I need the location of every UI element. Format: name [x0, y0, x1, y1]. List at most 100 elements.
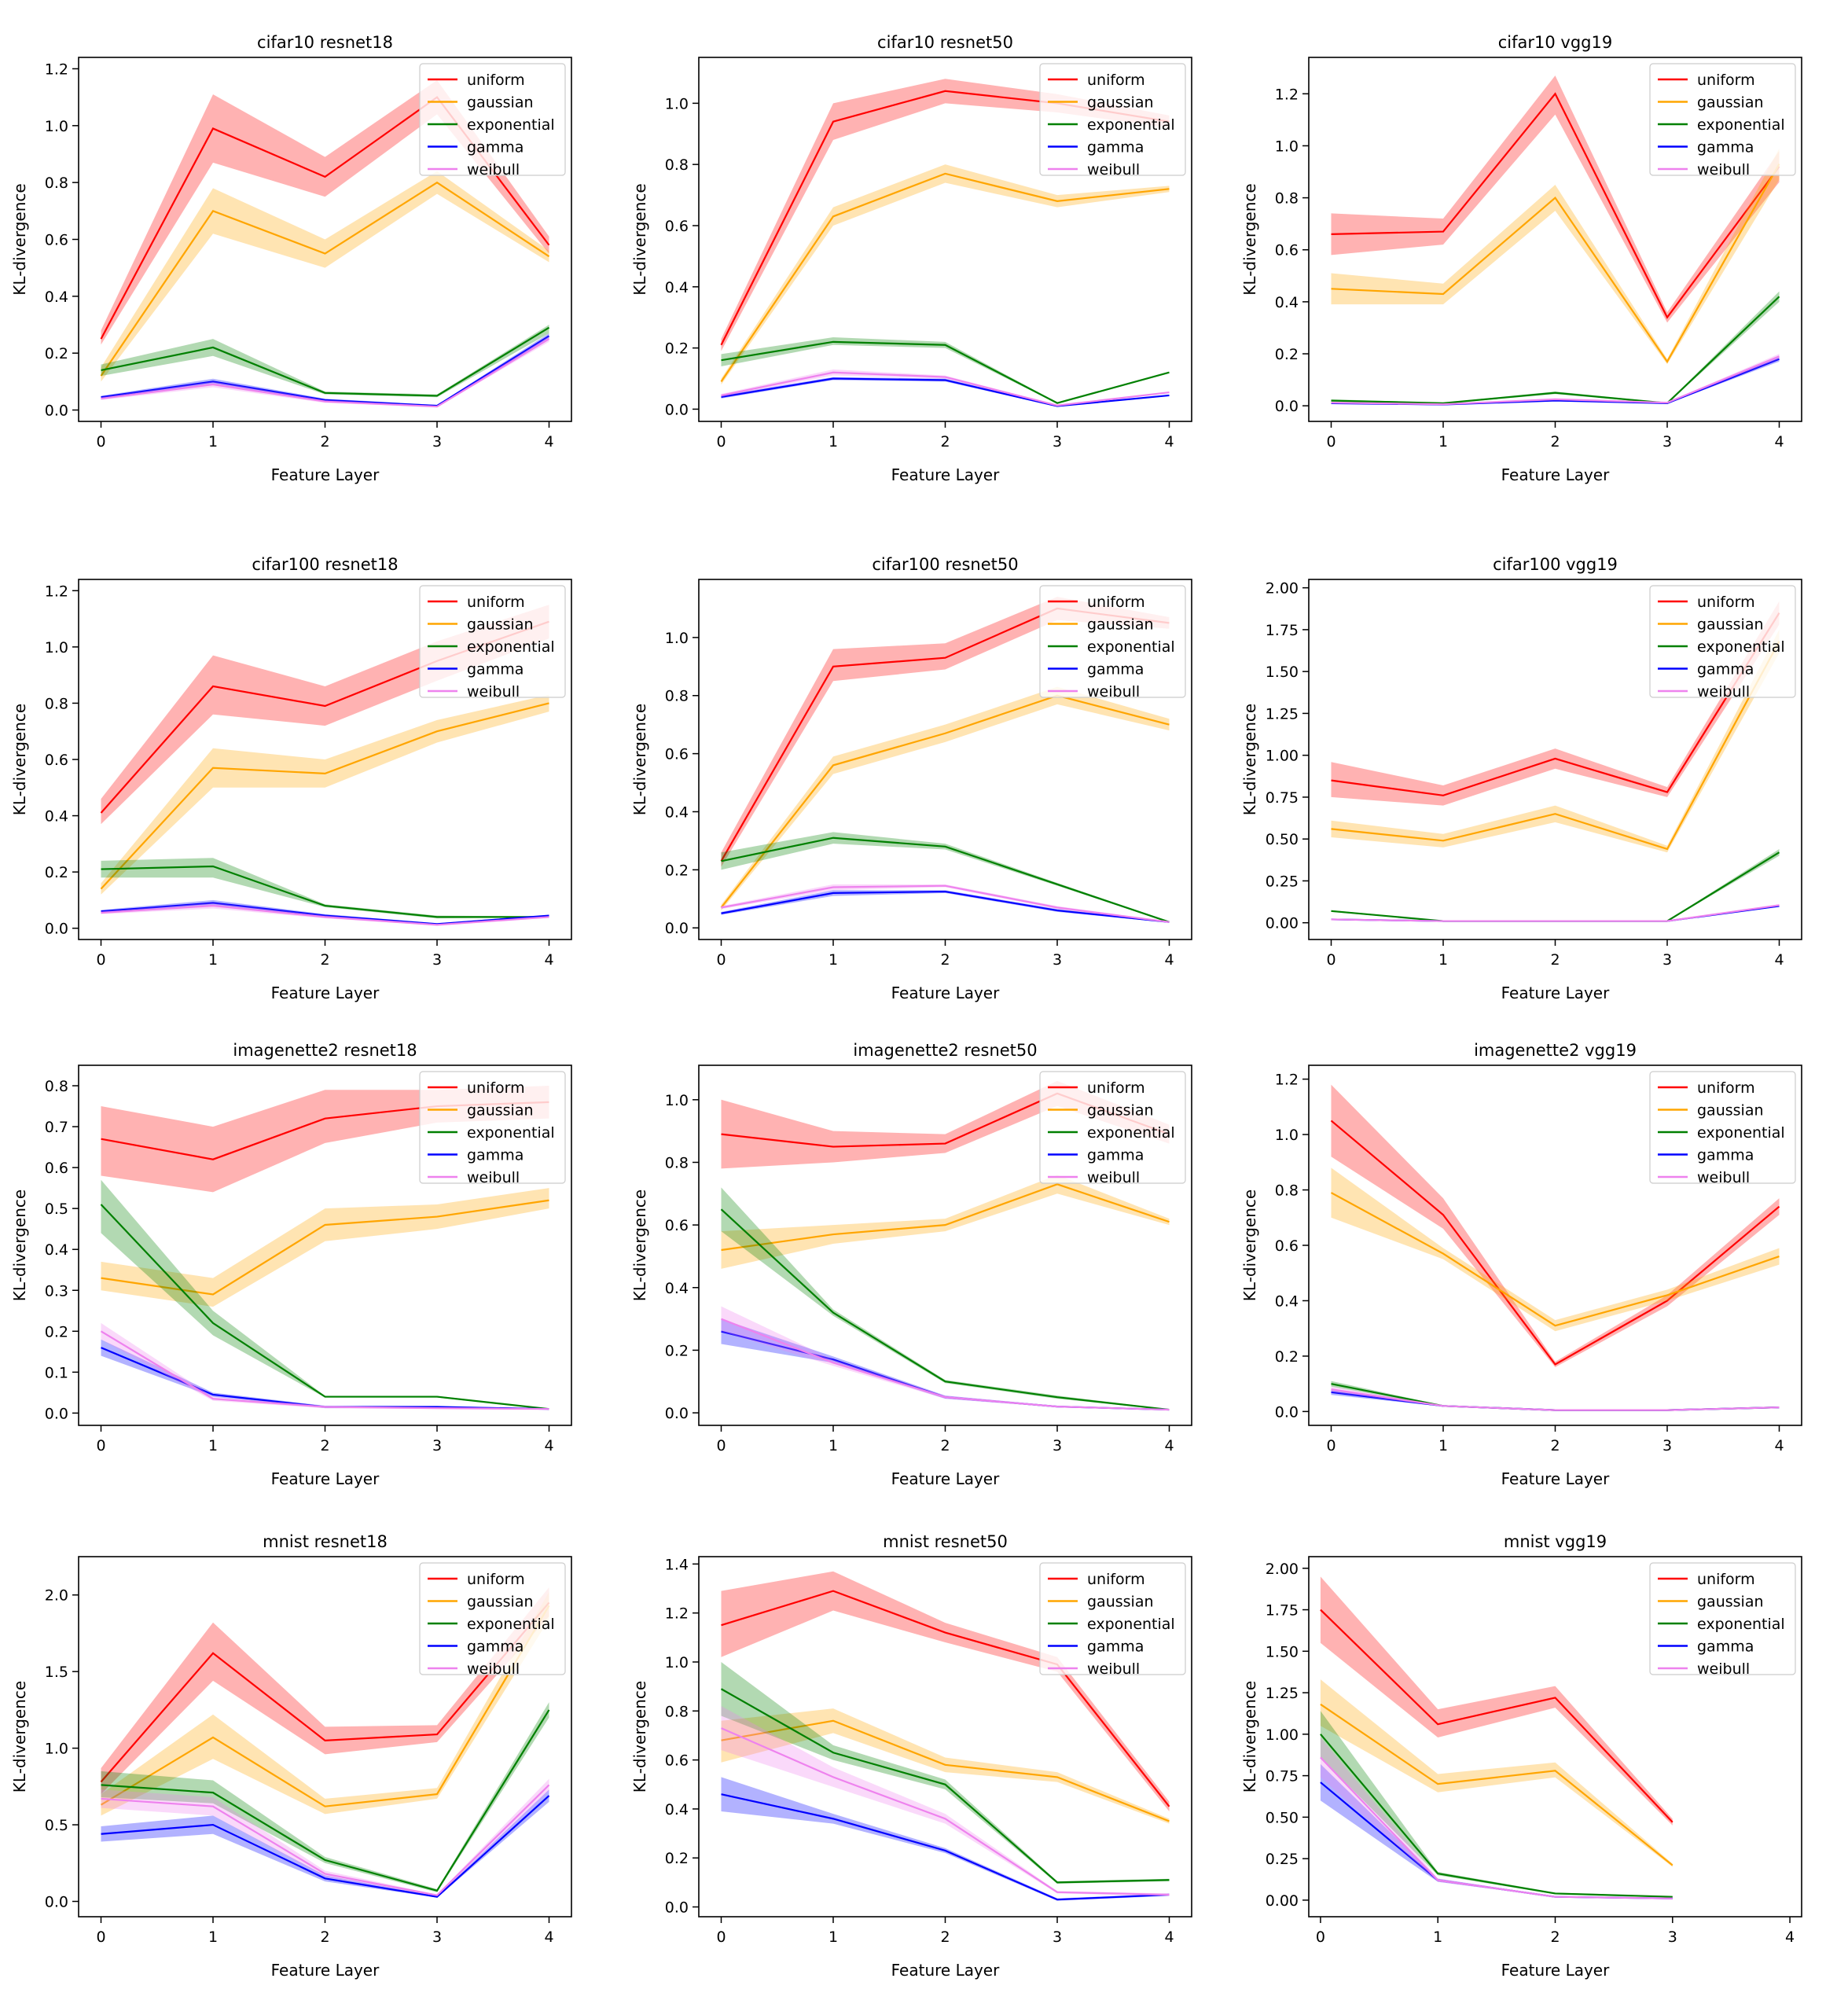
y-tick-label: 1.0	[1275, 138, 1299, 155]
legend: uniform gaussian exponential gamma weibull	[1039, 1562, 1186, 1678]
series-line-weibull	[1331, 355, 1780, 406]
y-tick-label: 1.2	[45, 61, 68, 78]
chart-svg: 0.0 0.1 0.2 0.3 0.4 0.5 0.6 0.7 0.8 0 1 2 3 4 imagenet…	[10, 1041, 572, 1488]
series-band-gaussian	[1331, 629, 1780, 853]
y-tick-label: 0.2	[665, 862, 689, 879]
x-tick-label: 3	[1053, 433, 1062, 450]
legend-label-weibull: weibull	[1087, 161, 1140, 178]
series-band-weibull	[721, 1306, 1170, 1410]
y-tick-label: 1.25	[1266, 705, 1299, 723]
series-band-gamma	[1331, 905, 1780, 921]
chart-svg: 0.0 0.2 0.4 0.6 0.8 1.0 0 1 2 3 4 cifar10 resnet50 F…	[630, 33, 1192, 484]
x-axis-label: Feature Layer	[891, 984, 1000, 1002]
x-tick-label: 3	[432, 1437, 442, 1454]
legend-label-weibull: weibull	[467, 161, 520, 178]
legend-label-gaussian: gaussian	[467, 1594, 534, 1611]
legend-label-uniform: uniform	[467, 594, 525, 611]
x-tick-label: 0	[96, 1437, 105, 1454]
series-band-uniform	[101, 1587, 549, 1795]
x-tick-label: 3	[1662, 1437, 1672, 1454]
legend-label-uniform: uniform	[1697, 1571, 1755, 1588]
x-tick-label: 4	[1785, 1929, 1795, 1946]
series-band-weibull	[101, 903, 549, 926]
y-tick-label: 0.0	[665, 1405, 689, 1422]
series-line-weibull	[721, 1727, 1170, 1896]
series-line-gamma	[1331, 358, 1780, 406]
legend-label-exponential: exponential	[1087, 1616, 1175, 1633]
series-band-exponential	[101, 1702, 549, 1892]
series-band-exponential	[721, 1187, 1170, 1410]
series-line-gaussian	[101, 1199, 549, 1296]
series-band-gaussian	[721, 1708, 1170, 1824]
x-tick-label: 2	[1550, 1929, 1560, 1946]
legend-label-gamma: gamma	[1087, 1147, 1144, 1164]
x-tick-label: 4	[1164, 433, 1174, 450]
y-tick-label: 0.4	[1275, 294, 1299, 311]
legend-label-gamma: gamma	[1697, 661, 1754, 678]
chart-svg: 0.0 0.2 0.4 0.6 0.8 1.0 1.2 0 1 2 3 4 cifar10 resnet…	[10, 33, 572, 484]
legend-label-uniform: uniform	[467, 1571, 525, 1588]
series-line-gaussian	[720, 694, 1170, 909]
y-tick-label: 1.50	[1266, 664, 1299, 681]
legend-label-gamma: gamma	[467, 1147, 524, 1164]
y-tick-label: 1.0	[665, 630, 689, 647]
chart-panel: 0.0 0.2 0.4 0.6 0.8 1.0 1.2 0 1 2 3 4 cifar100 resne…	[0, 485, 666, 1037]
legend-label-gamma: gamma	[1697, 1638, 1754, 1656]
series-line-gamma	[101, 335, 550, 407]
series-band-exponential	[101, 858, 549, 919]
series-line-gaussian	[1331, 164, 1780, 364]
chart-svg: 0.00 0.25 0.50 0.75 1.00 1.25 1.50 1.75 2.00 0 1 2 3…	[1240, 1532, 1802, 1980]
y-tick-label: 1.0	[665, 95, 689, 112]
series-band-gaussian	[1331, 148, 1780, 365]
y-tick-label: 0.50	[1266, 1809, 1299, 1826]
chart-panel: 0.0 0.1 0.2 0.3 0.4 0.5 0.6 0.7 0.8 0 1 2 3 4 imagenet…	[0, 971, 666, 1523]
y-tick-label: 1.0	[1275, 1127, 1299, 1144]
legend-label-gamma: gamma	[1087, 1638, 1144, 1656]
series-band-gaussian	[101, 171, 549, 382]
series-line-exponential	[720, 1688, 1170, 1884]
series-band-weibull	[101, 1778, 549, 1896]
x-tick-label: 1	[208, 951, 218, 969]
legend-label-uniform: uniform	[467, 72, 525, 89]
series-line-uniform	[100, 1601, 550, 1783]
y-tick-label: 1.50	[1266, 1643, 1299, 1660]
y-tick-label: 0.4	[665, 1801, 689, 1818]
series-line-weibull	[101, 904, 549, 926]
legend-label-weibull: weibull	[467, 1660, 520, 1678]
chart-title: mnist resnet18	[263, 1532, 388, 1551]
y-tick-label: 1.2	[1275, 1072, 1299, 1089]
legend-label-weibull: weibull	[1697, 161, 1750, 178]
x-tick-label: 3	[432, 433, 442, 450]
y-tick-label: 1.2	[45, 583, 68, 600]
y-tick-label: 0.0	[45, 403, 68, 420]
x-tick-label: 3	[1662, 433, 1672, 450]
series-line-exponential	[101, 326, 550, 397]
y-tick-label: 0.4	[45, 289, 68, 306]
legend-label-gaussian: gaussian	[1697, 1102, 1764, 1120]
x-axis-label: Feature Layer	[271, 984, 380, 1002]
x-tick-label: 3	[1053, 1437, 1062, 1454]
y-axis-label: KL-divergence	[1240, 1190, 1259, 1301]
chart-panel: 0.0 0.5 1.0 1.5 2.0 0 1 2 3 4 mnist resnet18 Featur…	[0, 1462, 666, 2014]
x-tick-label: 4	[544, 1929, 553, 1946]
legend-label-gamma: gamma	[467, 139, 524, 156]
x-tick-label: 0	[96, 951, 105, 969]
legend-label-uniform: uniform	[1087, 1079, 1145, 1097]
series-line-exponential	[101, 865, 549, 918]
x-axis-label: Feature Layer	[271, 1961, 380, 1980]
legend-label-weibull: weibull	[1087, 683, 1140, 700]
legend-label-uniform: uniform	[1697, 594, 1755, 611]
legend-label-exponential: exponential	[467, 638, 555, 656]
x-tick-label: 2	[320, 1929, 329, 1946]
legend-label-exponential: exponential	[1697, 1616, 1785, 1633]
x-axis-label: Feature Layer	[271, 1469, 380, 1488]
y-tick-label: 0.00	[1266, 1892, 1299, 1910]
x-tick-label: 0	[96, 433, 105, 450]
y-tick-label: 0.6	[45, 1160, 68, 1177]
x-tick-label: 2	[1550, 951, 1560, 969]
legend-label-gaussian: gaussian	[1697, 1594, 1764, 1611]
y-axis-label: KL-divergence	[630, 1681, 649, 1793]
y-tick-label: 1.00	[1266, 748, 1299, 765]
chart-title: imagenette2 vgg19	[1474, 1041, 1637, 1060]
x-tick-label: 4	[1164, 1437, 1174, 1454]
